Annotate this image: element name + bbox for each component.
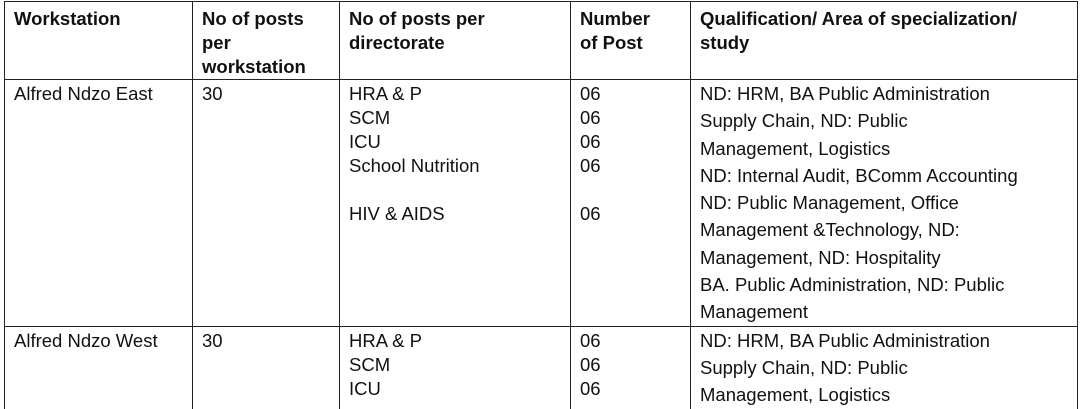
header-row: Workstation No of posts per workstation No o… <box>4 1 1078 80</box>
posts-count: 30 <box>202 329 223 351</box>
table-row: Alfred Ndzo West 30 HRA & P SCM ICU 06 06 06 ND:… <box>4 325 1078 409</box>
qualification: ND: HRM, BA Public Administration <box>700 329 990 351</box>
header-text: of Post <box>580 32 643 53</box>
cell: 06 06 06 <box>570 325 691 409</box>
cell: ND: HRM, BA Public Administration Supply … <box>690 325 1078 409</box>
qualification: ND: Internal Audit, BComm Accounting <box>700 164 1018 186</box>
post-number: 06 <box>580 131 601 152</box>
cell: Alfred Ndzo West <box>4 325 193 409</box>
post-number: 06 <box>580 353 601 375</box>
post-number: 06 <box>580 377 601 399</box>
qualification: ND: Public Management, Office <box>700 192 959 214</box>
cell: 06 06 06 06 06 <box>570 79 691 327</box>
posts-table: Workstation No of posts per workstation No o… <box>4 1 1078 409</box>
post-number: 06 <box>580 155 601 176</box>
header-text: No of posts <box>202 8 304 29</box>
directorate: ICU <box>349 377 381 399</box>
qualification: ND: HRM, BA Public Administration <box>700 83 990 104</box>
header-text: Qualification/ Area of specialization/ <box>700 8 1017 29</box>
table-body: Alfred Ndzo East 30 HRA & P SCM ICU School Nu… <box>4 79 1078 409</box>
cell: HRA & P SCM ICU <box>339 325 571 409</box>
cell: Alfred Ndzo East <box>4 79 193 327</box>
post-number: 06 <box>580 83 601 104</box>
cell: 30 <box>192 79 340 327</box>
header-cell: Number of Post <box>570 1 691 80</box>
header-cell: No of posts per directorate <box>339 1 571 80</box>
header-text: per <box>202 32 231 53</box>
workstation: Alfred Ndzo West <box>14 329 158 351</box>
table-row: Alfred Ndzo East 30 HRA & P SCM ICU School Nu… <box>4 79 1078 327</box>
qualification: Management, Logistics <box>700 137 891 159</box>
cell: 30 <box>192 325 340 409</box>
qualification: Supply Chain, ND: Public <box>700 110 908 132</box>
cell: HRA & P SCM ICU School Nutrition HIV & AIDS <box>339 79 571 327</box>
posts-count: 30 <box>202 83 223 104</box>
directorate: HRA & P <box>349 83 422 104</box>
directorate: SCM <box>349 107 391 128</box>
header-cell: Qualification/ Area of specialization/st… <box>690 1 1078 80</box>
header-text: directorate <box>349 32 445 53</box>
directorate: HIV & AIDS <box>349 203 445 224</box>
header-text: Number <box>580 8 650 29</box>
directorate: ICU <box>349 131 381 152</box>
post-number: 06 <box>580 107 601 128</box>
post-number: 06 <box>580 329 601 351</box>
workstation: Alfred Ndzo East <box>14 83 153 104</box>
directorate: SCM <box>349 353 391 375</box>
header-text: study <box>700 32 750 53</box>
directorate: HRA & P <box>349 329 422 351</box>
qualification: Management <box>700 301 808 323</box>
cell: ND: HRM, BA Public Administration Supply … <box>690 79 1078 327</box>
header-text: Workstation <box>14 8 121 29</box>
qualification: Supply Chain, ND: Public <box>700 356 908 378</box>
header-cell: No of posts per workstation <box>192 1 340 80</box>
qualification: Management, ND: Hospitality <box>700 246 941 268</box>
post-number: 06 <box>580 203 601 224</box>
header-cell: Workstation <box>4 1 193 80</box>
qualification: BA. Public Administration, ND: Public <box>700 274 1005 296</box>
header-text: workstation <box>202 56 306 77</box>
header-text: No of posts per <box>349 8 485 29</box>
qualification: Management &Technology, ND: <box>700 219 960 241</box>
directorate: School Nutrition <box>349 155 480 176</box>
qualification: Management, Logistics <box>700 384 891 406</box>
